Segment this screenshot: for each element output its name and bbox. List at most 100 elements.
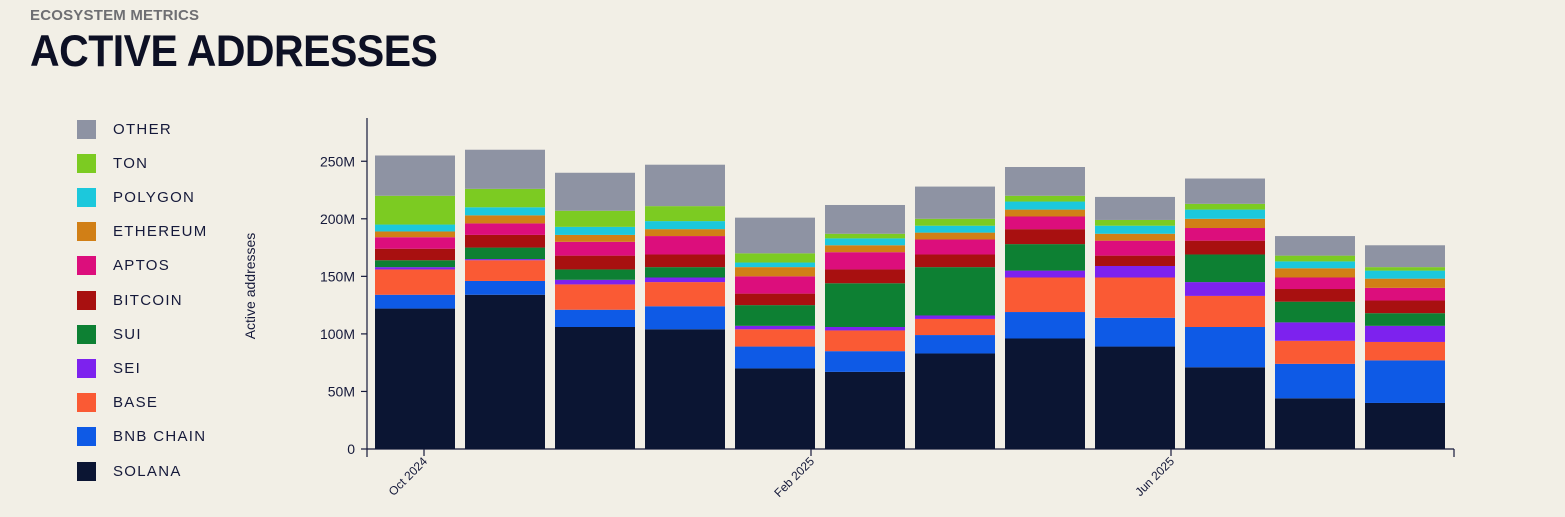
legend-swatch <box>77 393 96 413</box>
legend-swatch <box>77 427 96 447</box>
bar-segment-sei <box>375 267 455 270</box>
bar-segment-other <box>555 172 635 211</box>
bar-segment-other <box>1365 245 1445 268</box>
bar-segment-sui <box>1275 301 1355 323</box>
bar-segment-base <box>645 282 725 307</box>
bar-segment-polygon <box>1095 225 1175 234</box>
bar-segment-base <box>465 260 545 281</box>
x-axis: Oct 2024 Feb 2025 Jun 2025 <box>366 448 1455 500</box>
legend-label: BITCOIN <box>113 291 183 309</box>
legend-item-sui: SUI <box>77 324 142 344</box>
bar-segment-solana <box>1365 402 1445 449</box>
bar-stack <box>465 149 545 449</box>
bar-segment-sei <box>915 315 995 319</box>
bar-segment-ethereum <box>1005 209 1085 217</box>
bar-segment-sui <box>735 305 815 326</box>
bar-segment-other <box>735 217 815 254</box>
bar-stack <box>825 204 905 449</box>
bar-segment-aptos <box>645 236 725 255</box>
bar-segment-sei <box>735 325 815 330</box>
bar-segment-bnb-chain <box>1095 317 1175 347</box>
bar-stack <box>375 155 455 449</box>
bar-segment-solana <box>735 368 815 449</box>
legend-swatch <box>77 290 96 310</box>
legend-swatch <box>77 222 96 242</box>
bar-segment-ethereum <box>645 229 725 237</box>
bar-segment-aptos <box>1365 287 1445 301</box>
legend-item-bitcoin: BITCOIN <box>77 290 183 310</box>
bar-segment-ton <box>1275 255 1355 262</box>
bar-segment-polygon <box>1365 270 1445 279</box>
legend-label: SOLANA <box>113 462 182 480</box>
bar-segment-ethereum <box>375 231 455 238</box>
bar-segment-sei <box>1365 325 1445 342</box>
bar-segment-base <box>555 284 635 310</box>
bar-segment-solana <box>1095 346 1175 449</box>
legend-item-polygon: POLYGON <box>77 187 195 207</box>
legend-label: APTOS <box>113 257 171 275</box>
bar-segment-solana <box>1005 338 1085 449</box>
bar-segment-polygon <box>1005 201 1085 210</box>
bar-segment-polygon <box>735 262 815 268</box>
legend-swatch <box>77 461 96 481</box>
legend-label: POLYGON <box>113 188 196 206</box>
bar-segment-sei <box>1005 270 1085 278</box>
y-tick-label: 200M <box>320 211 355 227</box>
bar-segment-aptos <box>1005 216 1085 230</box>
bar-segment-base <box>915 318 995 336</box>
bar-segment-polygon <box>555 226 635 235</box>
bar-segment-bnb-chain <box>1365 360 1445 403</box>
bar-stack <box>735 217 815 449</box>
bar-segment-ton <box>1365 267 1445 271</box>
bar-segment-ton <box>735 253 815 263</box>
bar-segment-polygon <box>825 238 905 246</box>
bar-segment-aptos <box>735 276 815 294</box>
bar-stack <box>1365 245 1445 449</box>
bar-segment-ton <box>375 195 455 225</box>
bar-segment-ton <box>825 233 905 239</box>
legend-swatch <box>77 256 96 276</box>
bar-segment-sei <box>465 259 545 261</box>
legend-swatch <box>77 153 96 173</box>
bar-segment-other <box>825 204 905 234</box>
bar-segment-ton <box>1005 195 1085 202</box>
bar-segment-ton <box>1095 219 1175 226</box>
bar-segment-sei <box>1095 265 1175 278</box>
legend-label: BASE <box>113 394 159 412</box>
legend-item-sei: SEI <box>77 358 141 378</box>
bar-segment-ethereum <box>915 232 995 240</box>
bar-segment-other <box>1185 178 1265 204</box>
bar-stack <box>555 172 635 449</box>
bar-segment-base <box>1275 340 1355 364</box>
bar-segment-bitcoin <box>735 293 815 306</box>
bar-segment-bitcoin <box>465 234 545 248</box>
bar-segment-ton <box>465 188 545 208</box>
y-axis: 0 50M 100M 150M 200M 250M <box>320 118 368 457</box>
bar-stack <box>915 186 995 449</box>
bar-segment-bnb-chain <box>465 280 545 295</box>
y-tick-label: 0 <box>347 441 355 457</box>
bar-segment-sui <box>1185 254 1265 283</box>
legend-swatch <box>77 187 96 207</box>
bar-segment-ethereum <box>825 245 905 253</box>
bar-segment-ethereum <box>1185 218 1265 229</box>
y-axis-label: Active addresses <box>242 233 258 340</box>
bar-segment-bnb-chain <box>1185 326 1265 368</box>
bar-segment-polygon <box>375 224 455 232</box>
legend-label: BNB CHAIN <box>113 428 207 446</box>
bar-segment-sui <box>645 267 725 278</box>
bar-segment-ton <box>915 218 995 226</box>
bar-segment-base <box>735 329 815 347</box>
bar-segment-sui <box>1005 244 1085 271</box>
bar-segment-bitcoin <box>1185 240 1265 255</box>
y-tick-label: 50M <box>328 383 355 399</box>
bar-segment-bnb-chain <box>1005 312 1085 339</box>
bar-stack <box>1275 236 1355 449</box>
bar-segment-bitcoin <box>825 269 905 284</box>
legend-label: SUI <box>113 325 142 343</box>
x-tick-label: Feb 2025 <box>771 454 817 500</box>
bar-segment-bitcoin <box>645 254 725 268</box>
legend-swatch <box>77 358 96 378</box>
bar-segment-bitcoin <box>1365 300 1445 314</box>
bar-segment-base <box>1095 277 1175 318</box>
